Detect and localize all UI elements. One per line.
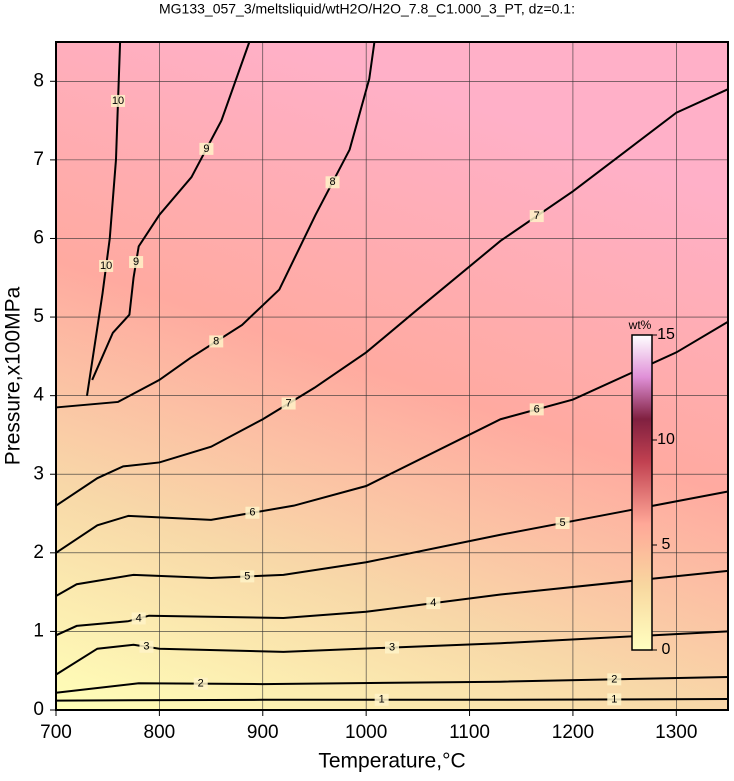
y-tick-label: 6 <box>33 227 44 248</box>
contour-label-bg <box>139 640 154 653</box>
y-axis-label: Pressure,x100MPa <box>2 286 25 465</box>
y-tick-label: 5 <box>33 306 44 327</box>
contour-label-bg <box>607 693 622 706</box>
y-tick-label: 3 <box>33 463 44 484</box>
colorbar <box>631 334 653 651</box>
contour-label: 9 <box>203 143 209 155</box>
contour-label-bg <box>281 397 296 410</box>
x-tick-label: 1300 <box>655 722 697 743</box>
y-tick-label: 2 <box>33 542 44 563</box>
contour-label: 10 <box>100 260 112 272</box>
contour-label: 6 <box>249 507 255 519</box>
y-tick-label: 0 <box>33 699 44 720</box>
colorbar-tick-label: 15 <box>657 326 675 343</box>
y-tick-label: 1 <box>33 620 44 641</box>
contour-label: 4 <box>430 597 436 609</box>
contour-label: 8 <box>329 176 335 188</box>
contour-label-bg <box>131 612 146 625</box>
contour-label: 4 <box>136 612 142 624</box>
contour-line <box>55 88 729 507</box>
colorbar-tick-label: 0 <box>662 641 671 658</box>
contour-line <box>55 490 729 597</box>
contour-label-bg <box>209 335 224 348</box>
plot-background <box>56 42 728 710</box>
contour-label-bg <box>111 94 126 107</box>
contour-label-bg <box>374 693 389 706</box>
contour-label: 10 <box>112 95 124 107</box>
x-tick-label: 1100 <box>449 722 490 743</box>
x-tick-label: 800 <box>144 722 176 743</box>
contour-label-bg <box>245 506 260 519</box>
y-tick-label: 8 <box>33 70 44 91</box>
x-tick-label: 1000 <box>345 722 387 743</box>
contour-label: 3 <box>143 641 149 653</box>
colorbar-tick-label: 10 <box>657 431 675 448</box>
contour-label: 5 <box>560 517 566 529</box>
contour-label: 2 <box>611 673 617 685</box>
contour-label-bg <box>607 673 622 686</box>
contour-line <box>86 41 122 396</box>
contour-line <box>55 697 729 702</box>
contour-label-bg <box>240 570 255 583</box>
x-tick-label: 900 <box>247 722 279 743</box>
contour-label: 1 <box>611 693 617 705</box>
contour-label-bg <box>99 259 114 272</box>
contour-label: 3 <box>389 641 395 653</box>
contour-label: 1 <box>379 694 385 706</box>
x-tick-label: 700 <box>40 722 72 743</box>
contour-label-bg <box>193 677 208 690</box>
colorbar-label: wt% <box>628 318 652 332</box>
colorbar-tick-label: 5 <box>662 536 671 553</box>
contour-label: 5 <box>244 570 250 582</box>
chart-title: MG133_057_3/meltsliquid/wtH2O/H2O_7.8_C1… <box>159 1 575 17</box>
y-tick-label: 7 <box>33 149 44 170</box>
contour-label-bg <box>529 403 544 416</box>
contour-label: 7 <box>534 210 540 222</box>
contour-label-bg <box>199 142 214 155</box>
x-axis-label: Temperature,°C <box>318 750 465 773</box>
contour-label: 9 <box>133 256 139 268</box>
contour-label: 6 <box>534 403 540 415</box>
contour-line <box>55 675 729 694</box>
contour-line <box>55 569 729 637</box>
contour-line <box>55 630 729 676</box>
contour-label-bg <box>426 597 441 610</box>
contour-label: 8 <box>213 335 219 347</box>
contour-label-bg <box>555 516 570 529</box>
x-tick-label: 1200 <box>552 722 594 743</box>
y-tick-label: 4 <box>33 385 44 406</box>
contour-line <box>91 41 251 381</box>
contour-line <box>55 41 376 409</box>
contour-label-bg <box>325 176 340 189</box>
contour-line <box>55 320 729 554</box>
contour-label-bg <box>529 210 544 223</box>
contour-label-bg <box>385 641 399 654</box>
contour-label: 7 <box>286 397 292 409</box>
contour-label-bg <box>129 256 144 269</box>
contour-label: 2 <box>198 678 204 690</box>
plot-frame <box>55 41 729 711</box>
